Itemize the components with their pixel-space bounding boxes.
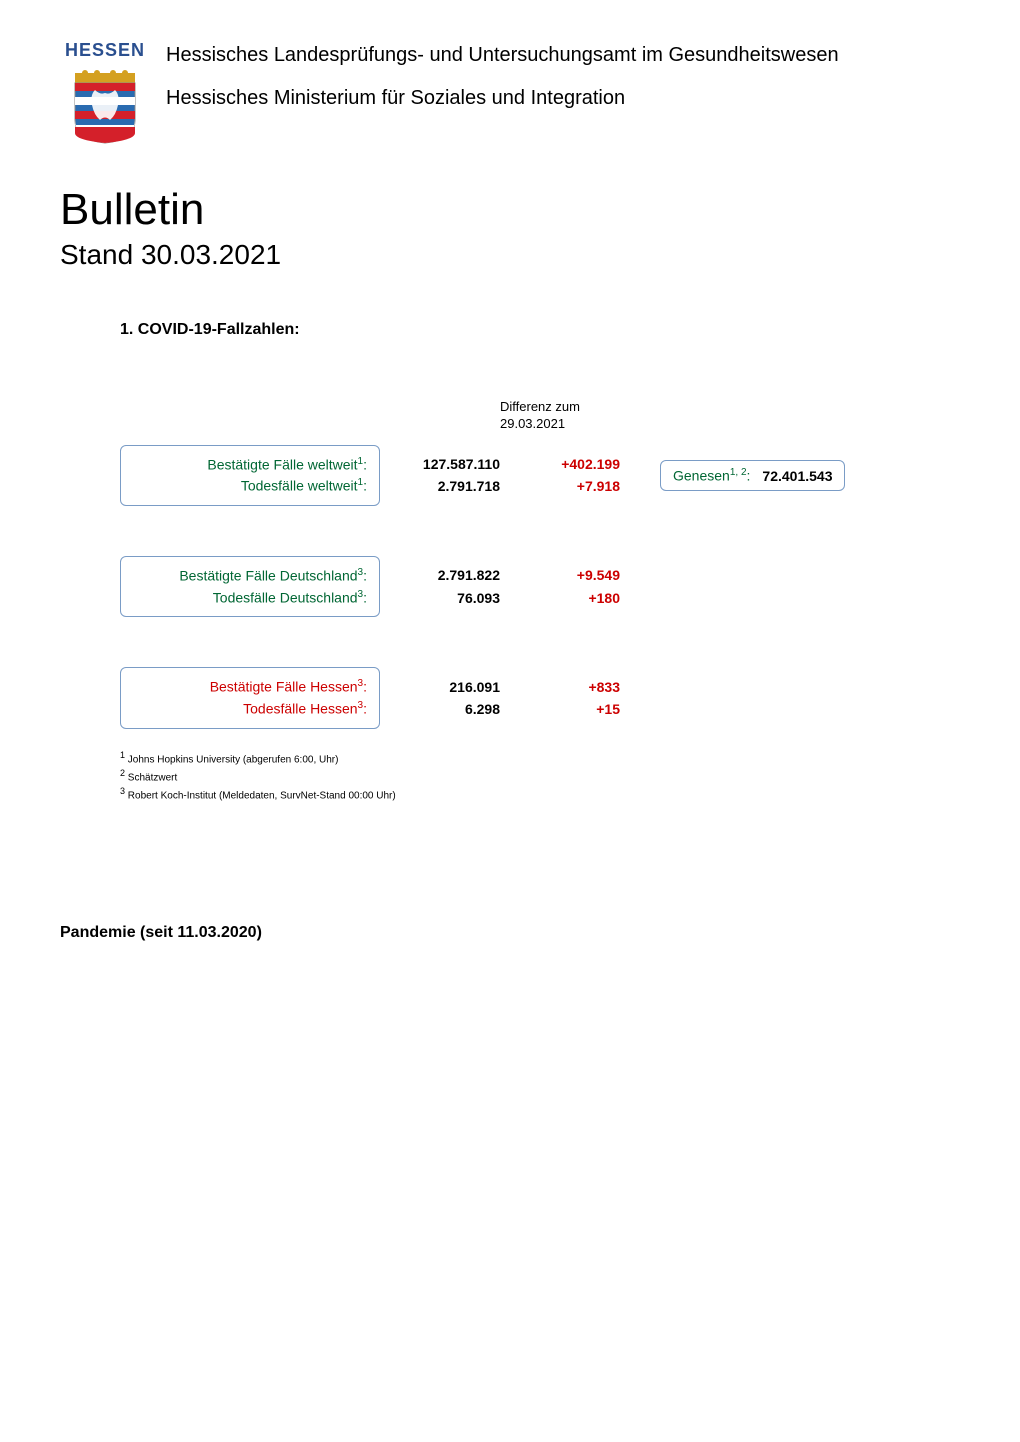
- diff-header-line2: 29.03.2021: [500, 416, 565, 431]
- agency-name-1: Hessisches Landesprüfungs- und Untersuch…: [166, 44, 960, 67]
- footnote-3: 3 Robert Koch-Institut (Meldedaten, Surv…: [120, 785, 960, 803]
- hessen-diff: +833 +15: [510, 676, 620, 721]
- germany-deaths-label: Todesfälle Deutschland3:: [133, 587, 367, 609]
- world-deaths-value: 2.791.718: [380, 475, 500, 497]
- germany-values: 2.791.822 76.093: [380, 564, 510, 609]
- logo-block: HESSEN: [60, 40, 150, 145]
- stats-row-germany: Bestätigte Fälle Deutschland3: Todesfäll…: [120, 556, 920, 617]
- stats-area: Differenz zum 29.03.2021 Bestätigte Fäll…: [120, 399, 920, 729]
- hessen-cases-value: 216.091: [380, 676, 500, 698]
- germany-cases-value: 2.791.822: [380, 564, 500, 586]
- world-deaths-label: Todesfälle weltweit1:: [133, 475, 367, 497]
- bulletin-title: Bulletin: [60, 185, 960, 235]
- genesen-value: 72.401.543: [762, 468, 832, 484]
- hessen-cases-diff: +833: [510, 676, 620, 698]
- germany-label-box: Bestätigte Fälle Deutschland3: Todesfäll…: [120, 556, 380, 617]
- genesen-label: Genesen1, 2:: [673, 467, 750, 484]
- header-text-block: Hessisches Landesprüfungs- und Untersuch…: [166, 40, 960, 110]
- diff-header-line1: Differenz zum: [500, 399, 580, 414]
- hessen-values: 216.091 6.298: [380, 676, 510, 721]
- hessen-deaths-label: Todesfälle Hessen3:: [133, 698, 367, 720]
- section-1-heading: 1. COVID-19-Fallzahlen:: [120, 321, 960, 339]
- diff-column-header: Differenz zum 29.03.2021: [500, 399, 920, 433]
- hessen-label-box: Bestätigte Fälle Hessen3: Todesfälle Hes…: [120, 667, 380, 728]
- germany-diff: +9.549 +180: [510, 564, 620, 609]
- hessen-deaths-value: 6.298: [380, 698, 500, 720]
- hessen-logo-text: HESSEN: [65, 40, 145, 61]
- footnote-1: 1 Johns Hopkins University (abgerufen 6:…: [120, 749, 960, 767]
- world-label-box: Bestätigte Fälle weltweit1: Todesfälle w…: [120, 445, 380, 506]
- world-cases-diff: +402.199: [510, 453, 620, 475]
- pandemic-heading: Pandemie (seit 11.03.2020): [60, 924, 960, 942]
- genesen-box: Genesen1, 2: 72.401.543: [660, 460, 845, 491]
- germany-cases-label: Bestätigte Fälle Deutschland3:: [133, 565, 367, 587]
- world-deaths-diff: +7.918: [510, 475, 620, 497]
- hessen-deaths-diff: +15: [510, 698, 620, 720]
- footnotes: 1 Johns Hopkins University (abgerufen 6:…: [120, 749, 960, 804]
- world-values: 127.587.110 2.791.718: [380, 453, 510, 498]
- world-cases-label: Bestätigte Fälle weltweit1:: [133, 454, 367, 476]
- hessen-coat-of-arms-icon: [70, 65, 140, 145]
- agency-name-2: Hessisches Ministerium für Soziales und …: [166, 87, 960, 110]
- world-diff: +402.199 +7.918: [510, 453, 620, 498]
- germany-deaths-diff: +180: [510, 587, 620, 609]
- bulletin-date: Stand 30.03.2021: [60, 239, 960, 271]
- world-cases-value: 127.587.110: [380, 453, 500, 475]
- document-header: HESSEN Hessisches Landesprüfungs- und Un…: [60, 40, 960, 145]
- germany-cases-diff: +9.549: [510, 564, 620, 586]
- stats-row-world: Bestätigte Fälle weltweit1: Todesfälle w…: [120, 445, 920, 506]
- footnote-2: 2 Schätzwert: [120, 767, 960, 785]
- germany-deaths-value: 76.093: [380, 587, 500, 609]
- title-block: Bulletin Stand 30.03.2021: [60, 185, 960, 271]
- hessen-cases-label: Bestätigte Fälle Hessen3:: [133, 676, 367, 698]
- stats-row-hessen: Bestätigte Fälle Hessen3: Todesfälle Hes…: [120, 667, 920, 728]
